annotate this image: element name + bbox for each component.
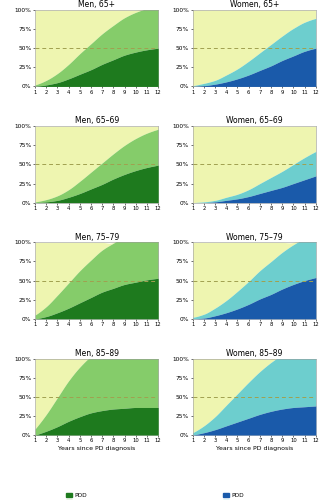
X-axis label: Years since PD diagnosis: Years since PD diagnosis: [58, 446, 135, 451]
Title: Women, 85–89: Women, 85–89: [226, 349, 282, 358]
X-axis label: Years since PD diagnosis: Years since PD diagnosis: [216, 446, 293, 451]
Title: Men, 65+: Men, 65+: [78, 0, 115, 9]
Title: Women, 65–69: Women, 65–69: [226, 116, 283, 126]
Legend: PDD, Death before PDD, Survived w/o PDD: PDD, Death before PDD, Survived w/o PDD: [66, 493, 127, 500]
Title: Women, 65+: Women, 65+: [230, 0, 279, 9]
Title: Men, 65–69: Men, 65–69: [75, 116, 119, 126]
Title: Men, 85–89: Men, 85–89: [75, 349, 119, 358]
Title: Women, 75–79: Women, 75–79: [226, 232, 283, 241]
Title: Men, 75–79: Men, 75–79: [75, 232, 119, 241]
Legend: PDD, Death before PDD, Survived w/o PDD: PDD, Death before PDD, Survived w/o PDD: [224, 493, 285, 500]
